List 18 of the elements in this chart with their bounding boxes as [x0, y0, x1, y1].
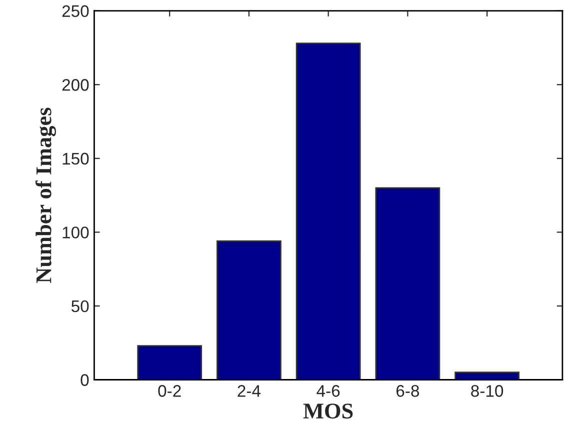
bar	[296, 42, 361, 380]
x-tick-label: 8-10	[471, 385, 504, 397]
bar	[375, 187, 440, 380]
bar	[216, 240, 282, 380]
x-tick-label: 4-6	[316, 385, 340, 397]
bar	[454, 372, 520, 380]
x-tick-label: 2-4	[238, 385, 261, 397]
y-tick-label: 0	[80, 374, 89, 386]
y-tick-label: 100	[62, 226, 89, 238]
x-tick-label: 0-2	[158, 385, 181, 397]
bar	[137, 345, 202, 380]
y-tick-label: 50	[71, 300, 89, 312]
y-tick-label: 250	[62, 5, 89, 18]
y-tick-label: 200	[62, 79, 89, 91]
x-axis-title: MOS	[303, 404, 353, 419]
y-tick-label: 150	[62, 152, 89, 165]
x-tick-label: 6-8	[396, 385, 420, 397]
y-axis-title: Number of Images	[35, 108, 56, 283]
